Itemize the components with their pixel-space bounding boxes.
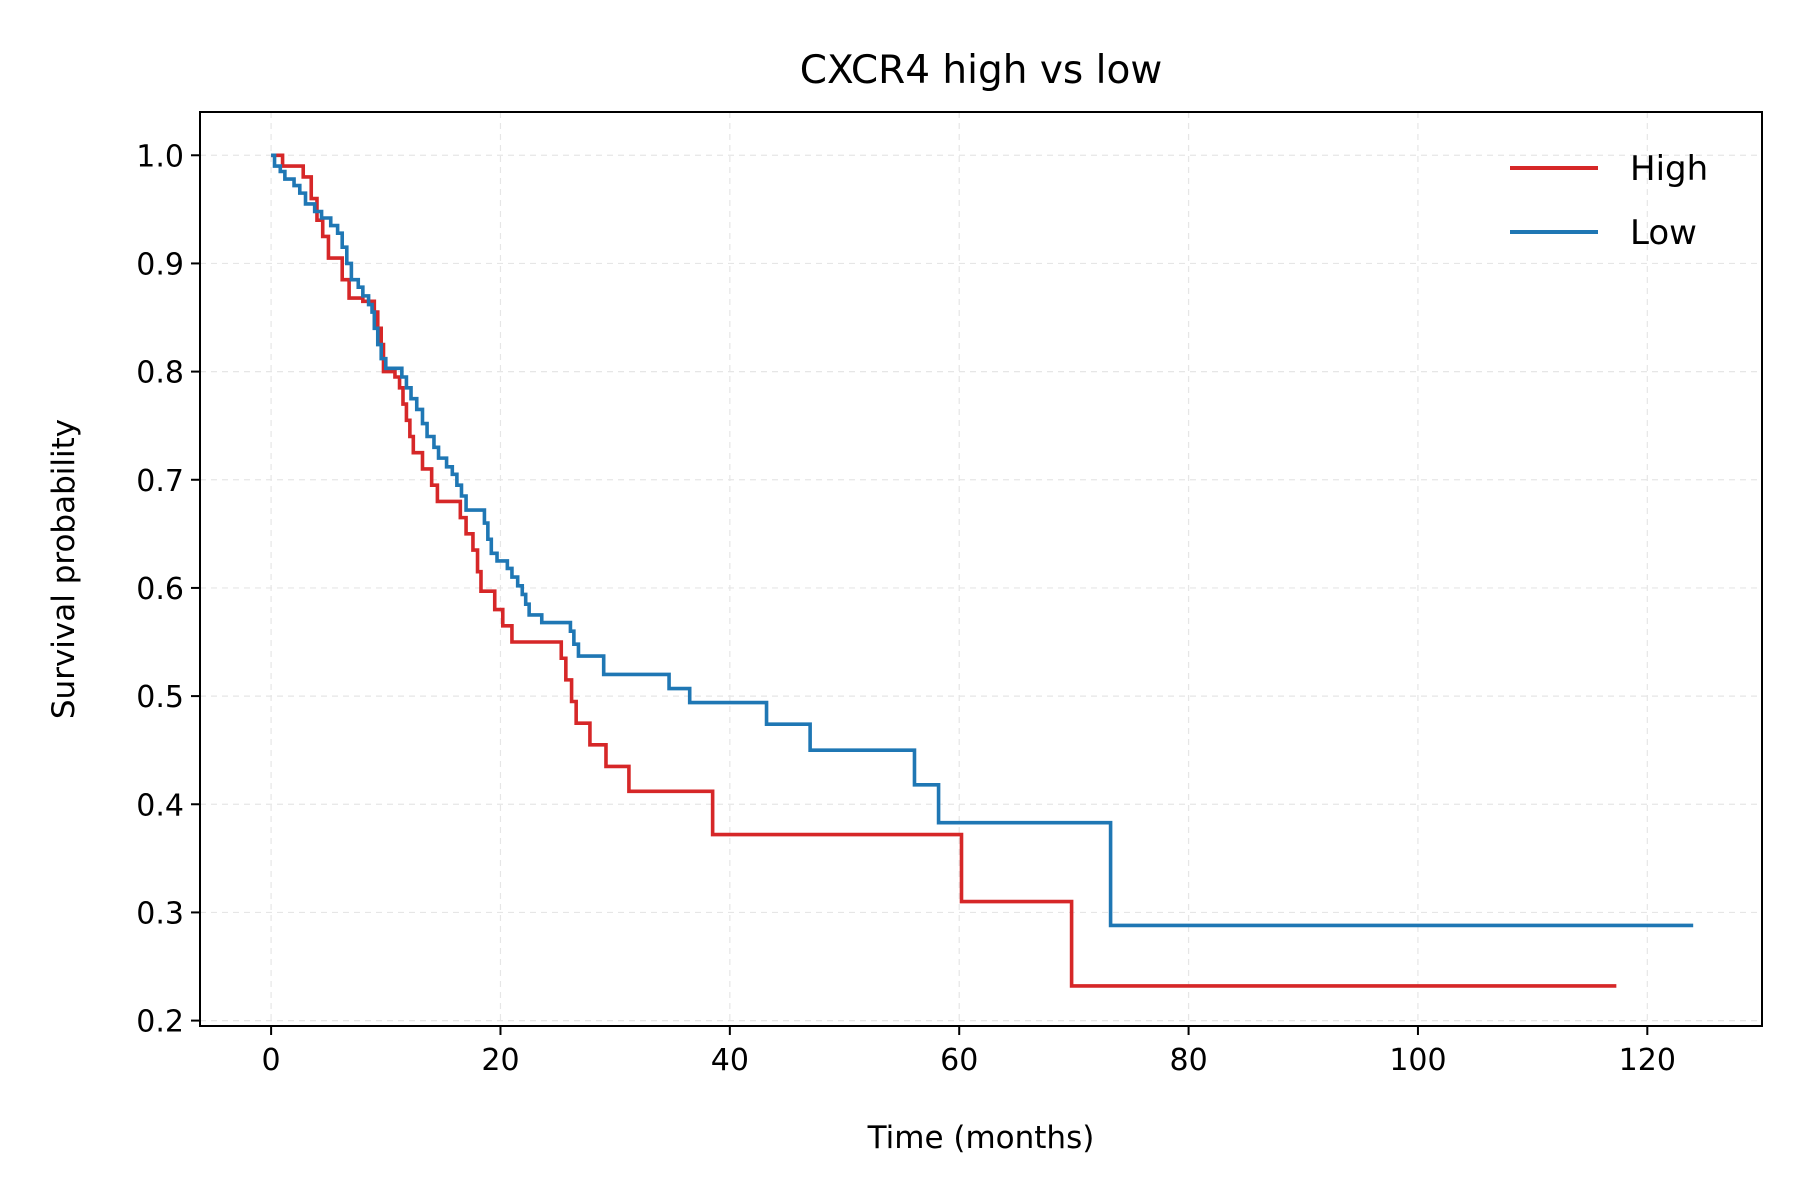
y-tick-label: 0.8 <box>136 356 184 391</box>
x-tick-label: 80 <box>1169 1043 1207 1078</box>
y-ticks: 0.2 0.3 0.4 0.5 0.6 0.7 0.8 0.9 1.0 <box>136 139 200 1040</box>
y-tick-label: 0.5 <box>136 680 184 715</box>
x-tick-label: 40 <box>711 1043 749 1078</box>
series-line-low <box>271 153 1694 928</box>
x-tick-label: 120 <box>1619 1043 1676 1078</box>
series-layer <box>271 153 1694 988</box>
series-line-high <box>271 153 1617 988</box>
y-tick-label: 0.7 <box>136 464 184 499</box>
y-tick-label: 0.3 <box>136 896 184 931</box>
y-tick-label: 0.9 <box>136 247 184 282</box>
x-axis-label: Time (months) <box>867 1120 1095 1156</box>
x-tick-label: 60 <box>940 1043 978 1078</box>
y-tick-label: 0.2 <box>136 1005 184 1040</box>
y-tick-label: 1.0 <box>136 139 184 174</box>
x-tick-label: 20 <box>481 1043 519 1078</box>
y-axis-label: Survival probability <box>46 419 82 719</box>
y-tick-label: 0.6 <box>136 572 184 607</box>
y-tick-label: 0.4 <box>136 788 184 823</box>
legend: High Low <box>1510 149 1708 253</box>
x-tick-label: 100 <box>1389 1043 1446 1078</box>
grid-layer <box>200 112 1762 1026</box>
legend-label-high: High <box>1630 149 1708 189</box>
x-ticks: 0 20 40 60 80 100 120 <box>262 1026 1676 1078</box>
chart-title: CXCR4 high vs low <box>800 48 1162 93</box>
legend-label-low: Low <box>1630 213 1697 253</box>
x-tick-label: 0 <box>262 1043 281 1078</box>
plot-frame <box>199 111 1763 1027</box>
